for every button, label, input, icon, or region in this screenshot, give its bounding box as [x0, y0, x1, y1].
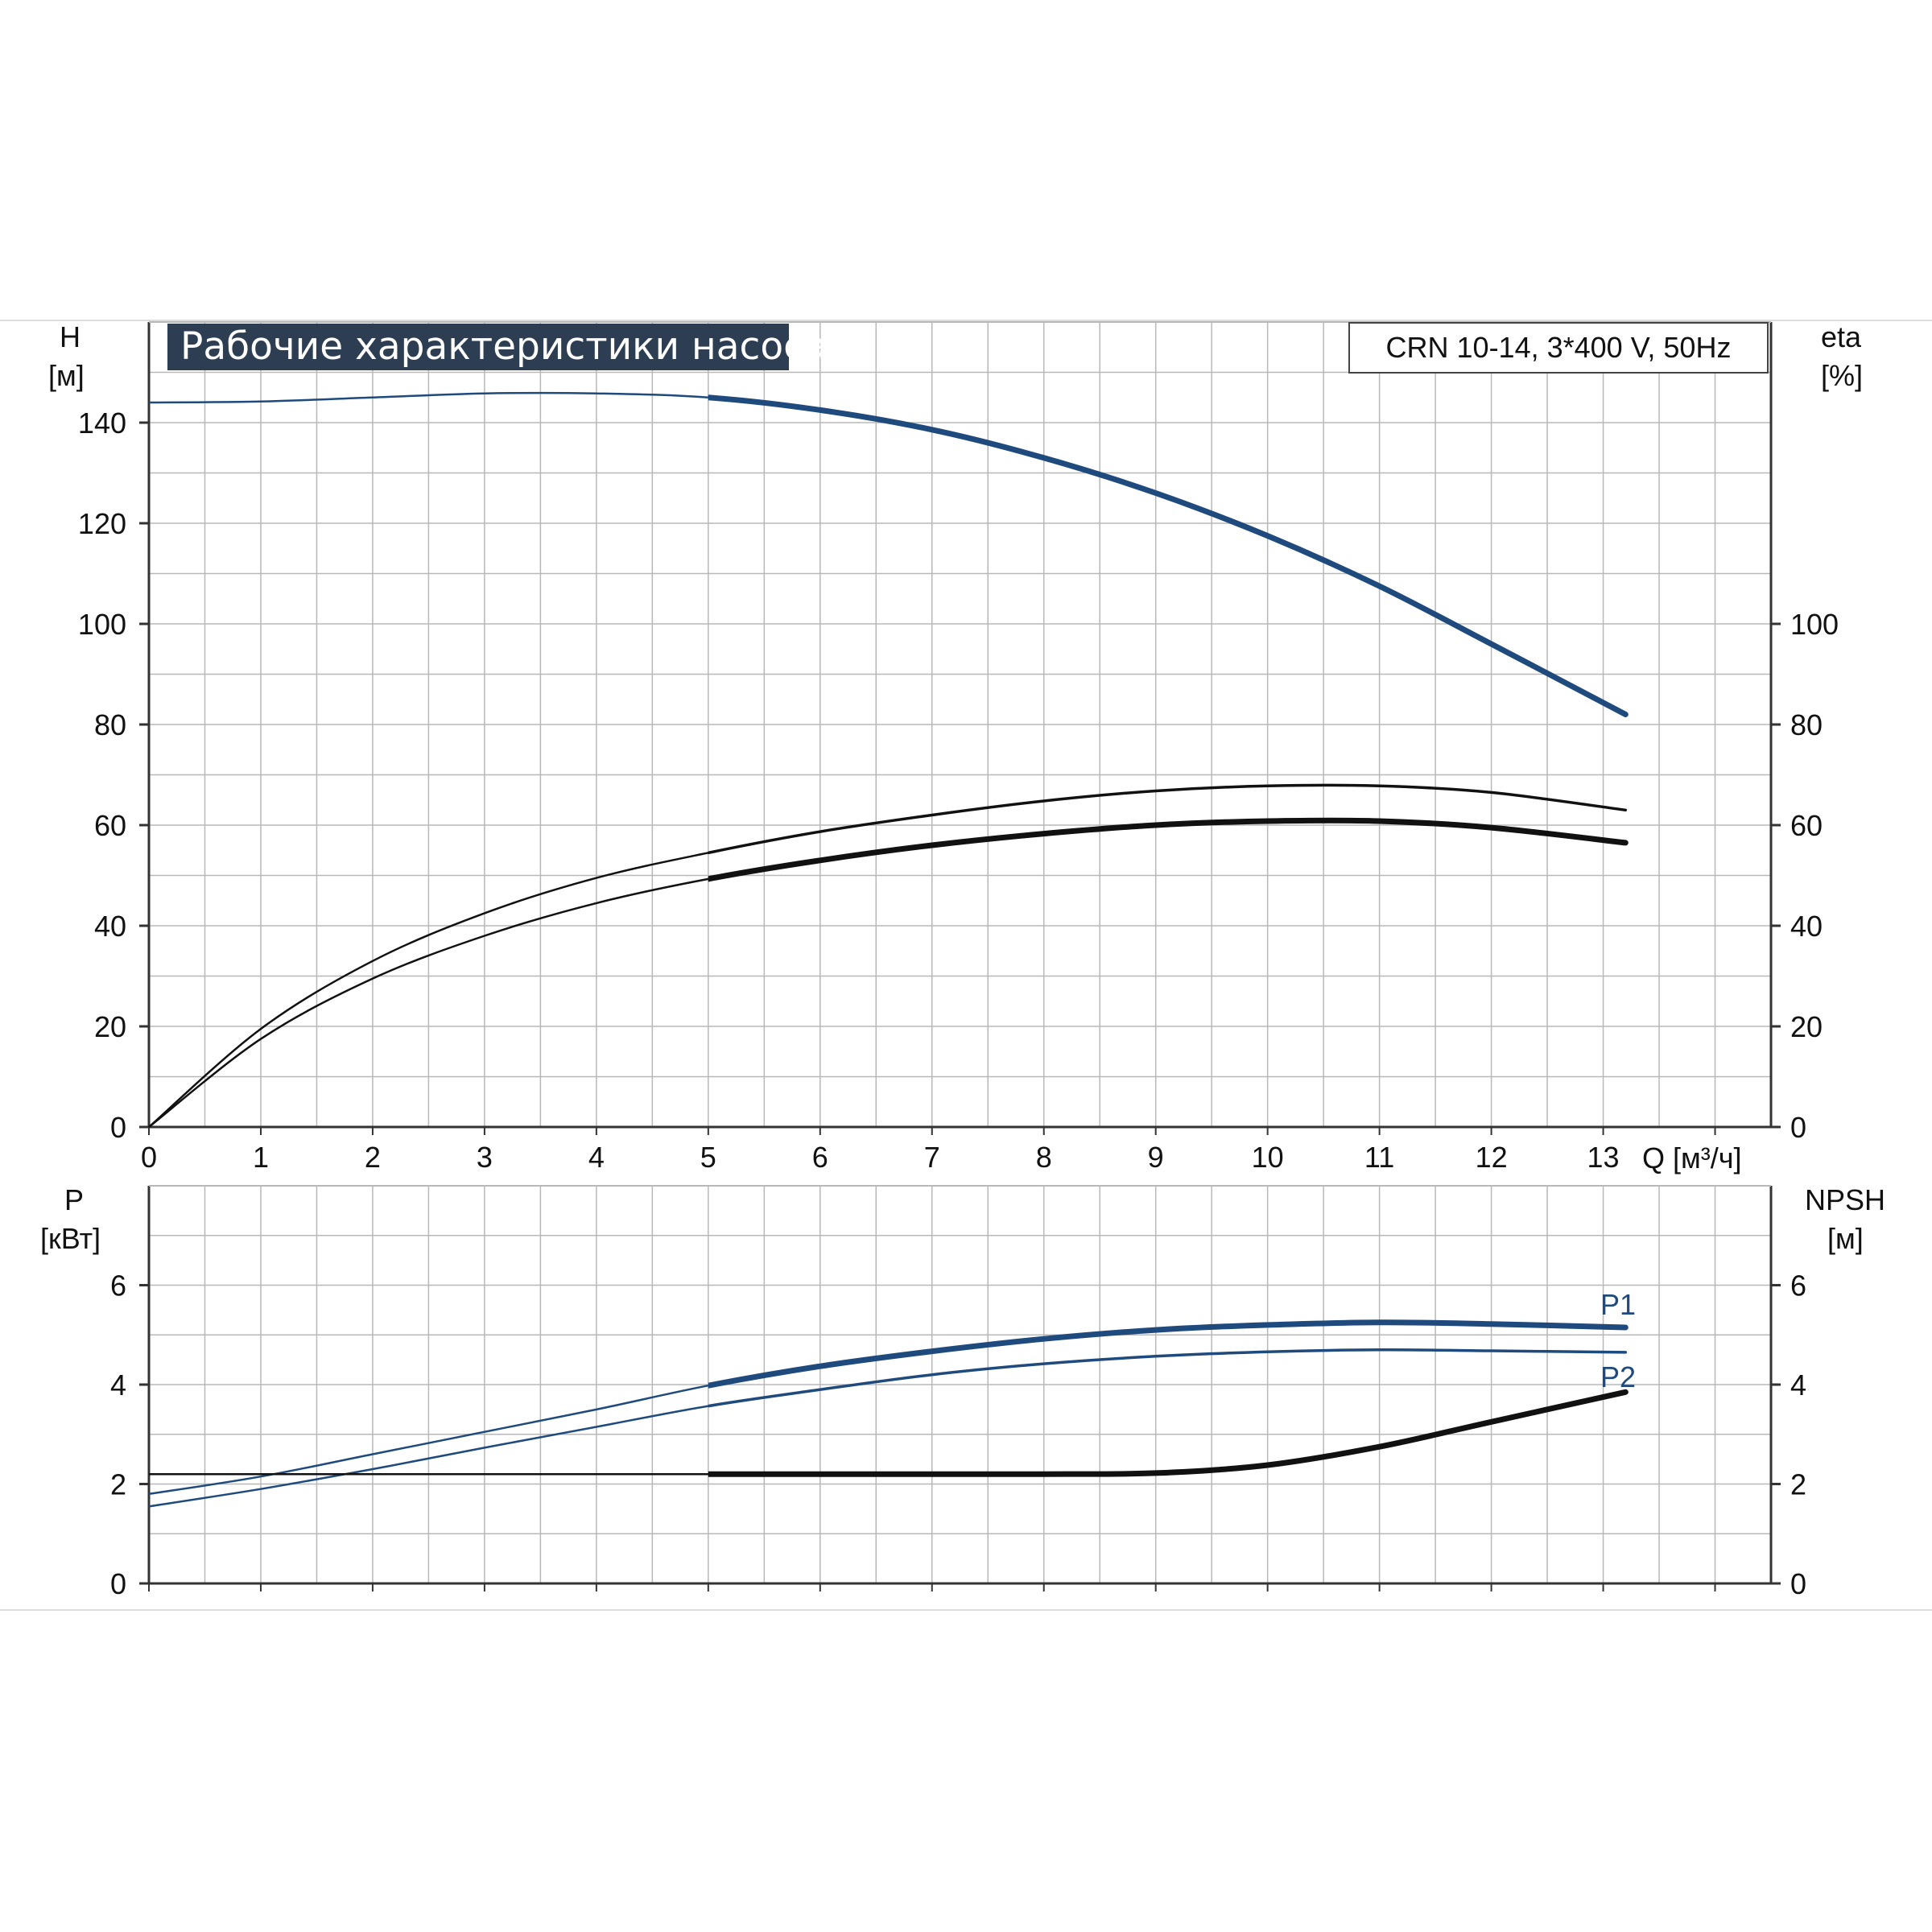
x-tick-label: 9	[1148, 1141, 1164, 1174]
right-tick-label: 60	[1790, 809, 1823, 842]
bottom-series-0-curve-operating	[708, 1319, 1629, 1389]
bottom-series-1-curve-operating	[708, 1348, 1628, 1408]
bottom-series-2-curve-operating	[708, 1389, 1629, 1477]
x-tick-label: 6	[812, 1141, 828, 1174]
axes	[139, 321, 1781, 1591]
x-tick-label: 0	[141, 1141, 157, 1174]
x-tick-label: 12	[1476, 1141, 1508, 1174]
left-tick-label: 140	[78, 407, 126, 440]
x-tick-label: 1	[253, 1141, 269, 1174]
left-tick-label: 20	[94, 1010, 126, 1043]
h-axis-unit: [м]	[48, 359, 85, 392]
eta-axis-unit: [%]	[1821, 359, 1864, 392]
left-tick-label: 2	[110, 1468, 126, 1501]
x-tick-label: 5	[700, 1141, 716, 1174]
top-series-0-curve-operating	[708, 394, 1629, 717]
eta-axis-name: eta	[1821, 320, 1862, 353]
q-axis-label: Q [м³/ч]	[1642, 1141, 1742, 1174]
left-tick-label: 80	[94, 708, 126, 741]
chart-title: Рабочие характеристики насоса	[167, 324, 828, 370]
grid	[149, 321, 1771, 1583]
right-tick-label: 0	[1790, 1567, 1806, 1600]
x-tick-label: 7	[924, 1141, 940, 1174]
top-series-1-curve	[148, 784, 1626, 1128]
left-tick-label: 100	[78, 608, 126, 641]
top-series-2-curve-operating	[708, 817, 1629, 882]
top-series-0-curve	[148, 391, 1626, 716]
right-tick-label: 20	[1790, 1010, 1823, 1043]
left-tick-label: 4	[110, 1368, 126, 1402]
npsh-axis-unit: [м]	[1827, 1222, 1864, 1255]
right-tick-label: 0	[1790, 1111, 1806, 1144]
left-tick-label: 40	[94, 910, 126, 943]
bottom-series-0-curve	[148, 1321, 1626, 1496]
p1-curve-label: P1	[1600, 1288, 1637, 1321]
right-tick-label: 6	[1790, 1269, 1806, 1302]
right-tick-label: 100	[1790, 608, 1839, 641]
right-tick-label: 2	[1790, 1468, 1806, 1501]
p2-curve-label: P2	[1600, 1360, 1637, 1393]
left-tick-label: 6	[110, 1269, 126, 1302]
npsh-axis-name: NPSH	[1805, 1183, 1886, 1216]
top-series-1-curve-operating	[708, 783, 1628, 855]
left-tick-label: 120	[78, 507, 126, 540]
right-tick-label: 80	[1790, 708, 1823, 741]
p-axis-unit: [кВт]	[40, 1222, 101, 1255]
x-tick-label: 3	[477, 1141, 493, 1174]
curves	[148, 391, 1629, 1508]
left-tick-label: 0	[110, 1567, 126, 1600]
x-tick-label: 2	[365, 1141, 381, 1174]
left-tick-label: 0	[110, 1111, 126, 1144]
pump-model-label: CRN 10-14, 3*400 V, 50Hz	[1348, 322, 1769, 374]
right-tick-label: 40	[1790, 910, 1823, 943]
h-axis-name: H	[60, 320, 80, 353]
top-series-2-curve	[148, 819, 1626, 1128]
right-tick-label: 4	[1790, 1368, 1806, 1402]
x-tick-label: 8	[1036, 1141, 1052, 1174]
left-tick-label: 60	[94, 809, 126, 842]
bottom-series-2-curve	[149, 1391, 1626, 1476]
x-tick-label: 10	[1252, 1141, 1284, 1174]
bottom-series-1-curve	[148, 1348, 1626, 1508]
x-tick-label: 4	[588, 1141, 605, 1174]
x-tick-label: 11	[1364, 1141, 1394, 1174]
p-axis-name: P	[64, 1183, 85, 1216]
x-tick-label: 13	[1587, 1141, 1620, 1174]
